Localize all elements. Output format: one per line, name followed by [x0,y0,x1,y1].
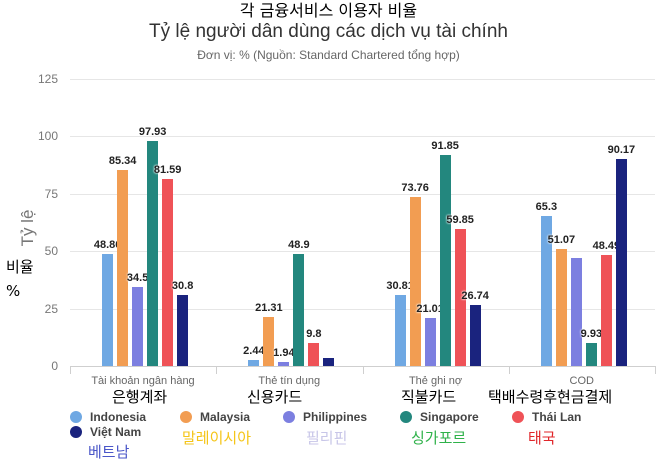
bar-indonesia-0 [102,253,114,366]
category-label: Tài khoản ngân hàng [91,375,195,387]
bar-malaysia-2 [409,196,421,366]
value-label: 2.44 [243,345,265,358]
y-tick-label: 125 [37,72,58,86]
category-label-korean: 직불카드 [401,388,457,406]
legend-item-singapore[interactable]: Singapore [400,410,479,424]
x-axis-tick [655,366,656,374]
value-label: 26.74 [461,289,489,302]
category-label-korean: 은행계좌 [112,388,168,406]
legend-item-vitnam[interactable]: Việt Nam [70,425,141,439]
bar-philippines-2 [424,317,436,366]
y-axis-label-korean: 비율 [6,258,34,276]
value-label: 73.76 [401,181,429,194]
legend-item-indonesia[interactable]: Indonesia [70,410,146,424]
bar-philippines-3 [570,258,582,366]
x-axis-tick [362,366,364,374]
value-label: 9.93 [580,328,603,341]
y-tick-label: 0 [51,359,58,373]
x-axis-tick [508,366,510,374]
bar-vitnam-1 [323,357,335,366]
x-axis-tick [70,366,71,374]
gridline [70,193,655,195]
y-tick-label: 25 [44,301,58,316]
bar-philippines-0 [132,286,144,366]
category-label: COD [569,375,594,387]
legend-label-korean: 태국 [528,429,556,447]
bar-malaysia-1 [263,317,275,366]
value-label: 97.93 [138,126,167,139]
y-axis-unit-korean: % [6,282,21,300]
legend-item-philippines[interactable]: Philippines [283,410,367,424]
legend-item-thilan[interactable]: Thái Lan [512,410,581,424]
legend-dot-icon [70,426,82,438]
legend-label: Indonesia [90,410,147,424]
legend-dot-icon [283,411,295,423]
value-label: 48.86 [93,238,122,251]
value-label: 81.59 [153,163,182,176]
legend-label: Thái Lan [532,410,582,424]
bar-singapore-2 [439,155,451,366]
bar-thilan-1 [308,343,320,366]
chart-title-korean: 각 금융서비스 이용자 비율 [239,1,418,20]
value-label: 30.8 [171,280,194,293]
bar-thilan-2 [454,228,466,366]
value-label: 30.81 [386,280,414,293]
y-axis-label: Tỷ lệ [18,209,37,247]
bar-malaysia-0 [117,170,129,366]
value-label: 85.34 [108,155,137,168]
bar-philippines-1 [278,361,290,366]
value-label: 91.85 [431,140,459,153]
value-label: 21.01 [416,302,444,315]
legend-label-korean: 말레이시아 [182,429,252,447]
gridline [70,251,655,253]
bar-singapore-3 [585,343,597,366]
bar-indonesia-1 [248,360,260,366]
value-label: 34.5 [126,271,149,284]
x-axis-tick [216,366,218,374]
legend-label-korean: 베트남 [88,443,130,461]
bar-singapore-0 [147,141,159,366]
category-label-korean: 택배수령후현금결제 [488,388,613,406]
value-label: 21.31 [255,302,283,315]
legend-label-korean: 싱가포르 [411,429,467,447]
value-label: 59.85 [446,213,474,226]
category-label: Thẻ ghi nợ [408,375,463,387]
legend-label: Philippines [303,410,368,424]
value-label: 1.94 [273,346,295,359]
legend-dot-icon [180,411,192,423]
bar-indonesia-3 [540,216,552,366]
gridline [70,136,655,138]
gridline [70,79,655,80]
legend-dot-icon [70,411,82,423]
bar-vitnam-3 [615,158,627,366]
gridline [70,308,655,310]
bar-indonesia-2 [394,295,406,366]
legend-label: Malaysia [200,410,251,424]
y-tick-label: 100 [37,129,58,144]
legend-label: Singapore [420,410,479,424]
bar-thilan-3 [600,254,612,366]
category-label: Thẻ tín dụng [258,375,321,387]
y-tick-label: 50 [44,244,58,259]
bar-vitnam-0 [177,295,189,366]
chart-subtitle: Đơn vị: % (Nguồn: Standard Chartered tổn… [197,48,460,62]
category-label-korean: 신용카드 [247,388,303,406]
legend-label-korean: 필리핀 [306,429,348,447]
bar-vitnam-2 [469,304,481,366]
y-tick-label: 75 [44,186,58,201]
legend-dot-icon [512,411,524,423]
value-label: 9.8 [306,328,322,341]
value-label: 65.3 [535,201,558,214]
value-label: 51.07 [547,233,576,246]
bar-thilan-0 [162,178,174,366]
legend-dot-icon [400,411,412,423]
bar-singapore-1 [293,253,305,366]
value-label: 48.9 [288,238,310,251]
legend-item-malaysia[interactable]: Malaysia [180,410,250,424]
chart-title: Tỷ lệ người dân dùng các dịch vụ tài chí… [149,21,508,42]
bar-malaysia-3 [555,248,567,366]
legend-label: Việt Nam [90,425,142,439]
value-label: 48.49 [592,239,621,252]
value-label: 90.17 [607,143,636,156]
